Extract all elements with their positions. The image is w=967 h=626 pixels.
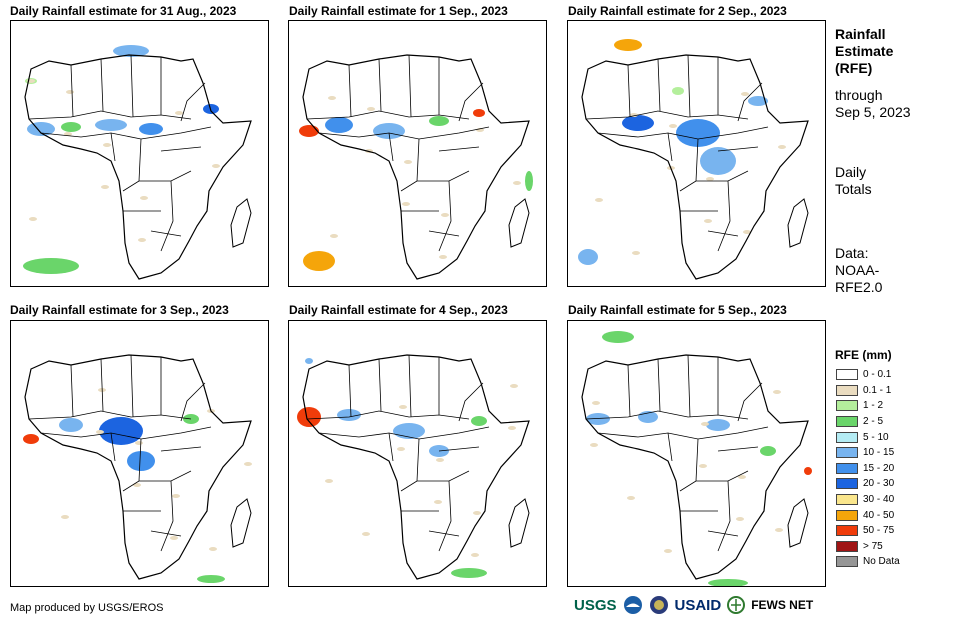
rainfall-map-3 [567,20,826,287]
rainfall-map-4 [10,320,269,587]
legend-label: 40 - 50 [863,509,895,521]
legend-swatch [836,384,858,396]
legend-label: 50 - 75 [863,525,895,537]
legend-title: RFE (mm) [835,348,892,362]
africa-map [23,45,252,280]
legend-swatch [836,416,858,428]
legend-item: 0.1 - 1 [836,383,900,399]
sidebar-data-source: Data: NOAA- RFE2.0 [835,245,882,296]
legend-label: No Data [863,556,900,568]
africa-map [299,54,533,280]
fews-globe-icon [727,596,746,614]
legend-item: No Data [836,554,900,570]
legend-swatch [836,556,858,568]
legend-item: 10 - 15 [836,445,900,461]
panel-title-5: Daily Rainfall estimate for 4 Sep., 2023 [289,303,508,317]
panel-title-6: Daily Rainfall estimate for 5 Sep., 2023 [568,303,787,317]
legend-swatch [836,447,858,459]
legend-item: > 75 [836,539,900,555]
sidebar-heading-line: Estimate [835,43,894,59]
sidebar-data-line: Data: [835,245,869,261]
sidebar-through-line: Sep 5, 2023 [835,104,911,120]
africa-map [578,39,809,280]
legend-swatch [836,478,858,490]
legend-label: 0.1 - 1 [863,384,892,396]
sidebar-data-line: NOAA- [835,262,880,278]
legend-item: 20 - 30 [836,476,900,492]
africa-map [297,354,530,580]
sidebar-totals-line: Totals [835,181,872,197]
usgs-logo: USGS [574,596,617,614]
rainfall-map-1 [10,20,269,287]
logo-strip: USGS USAID FEWS NET [574,595,813,615]
legend-item: 1 - 2 [836,398,900,414]
dos-seal-icon [649,596,668,614]
panel-title-1: Daily Rainfall estimate for 31 Aug., 202… [10,4,237,18]
legend-label: 1 - 2 [863,400,884,412]
fews-net-logo: FEWS NET [751,598,814,612]
sidebar-heading: Rainfall Estimate (RFE) [835,26,893,77]
rainfall-map-6 [567,320,826,587]
legend-swatch [836,431,858,443]
rainfall-map-2 [288,20,547,287]
panel-title-3: Daily Rainfall estimate for 2 Sep., 2023 [568,4,787,18]
legend-swatch [836,369,858,381]
panel-title-4: Daily Rainfall estimate for 3 Sep., 2023 [10,303,229,317]
legend-label: 2 - 5 [863,416,884,428]
legend-label: 10 - 15 [863,447,895,459]
legend-item: 40 - 50 [836,507,900,523]
sidebar-totals: Daily Totals [835,164,872,198]
legend-label: 30 - 40 [863,494,895,506]
legend-item: 15 - 20 [836,461,900,477]
sidebar-through: through Sep 5, 2023 [835,87,911,121]
legend-swatch [836,540,858,552]
legend-label: 5 - 10 [863,431,889,443]
legend-item: 50 - 75 [836,523,900,539]
sidebar-totals-line: Daily [835,164,867,180]
sidebar-heading-line: Rainfall [835,26,886,42]
map-credit: Map produced by USGS/EROS [10,602,164,614]
legend-swatch [836,509,858,521]
legend-item: 5 - 10 [836,429,900,445]
legend-swatch [836,525,858,537]
legend-swatch [836,494,858,506]
usaid-logo: USAID [674,596,722,614]
rainfall-map-5 [288,320,547,587]
legend: 0 - 0.1 0.1 - 1 1 - 2 2 - 5 5 - 10 10 - 15 15 … [836,367,900,570]
legend-label: 15 - 20 [863,462,895,474]
legend-label: > 75 [863,540,883,552]
panel-title-2: Daily Rainfall estimate for 1 Sep., 2023 [289,4,508,18]
legend-swatch [836,400,858,412]
sidebar-heading-line: (RFE) [835,60,873,76]
sidebar-through-line: through [835,87,883,103]
noaa-logo-icon [623,596,642,614]
legend-label: 20 - 30 [863,478,895,490]
legend-swatch [836,462,858,474]
legend-item: 0 - 0.1 [836,367,900,383]
legend-item: 30 - 40 [836,492,900,508]
africa-map [23,354,252,583]
sidebar-data-line: RFE2.0 [835,279,883,295]
legend-label: 0 - 0.1 [863,369,892,381]
legend-item: 2 - 5 [836,414,900,430]
africa-map [581,331,812,586]
